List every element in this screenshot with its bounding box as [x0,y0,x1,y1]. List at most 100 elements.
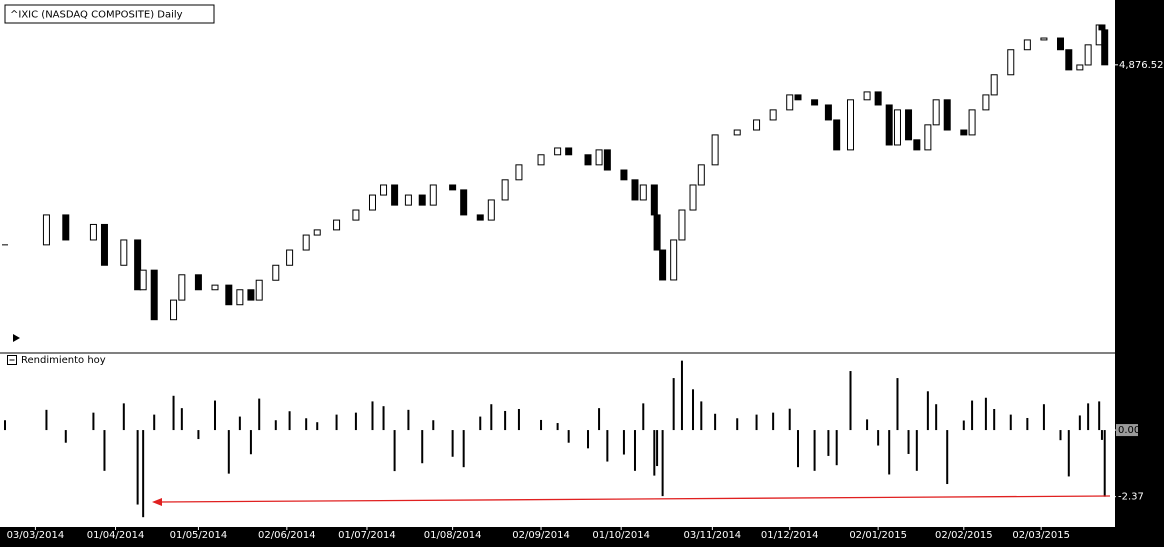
candle [352,209,360,221]
x-tick-label: 01/10/2014 [592,530,650,541]
x-tick-label: 01/12/2014 [761,530,819,541]
bar [680,360,683,431]
candle [733,129,741,136]
bar [896,378,899,431]
candle [711,134,719,166]
marks [2,24,1109,518]
candle [595,149,603,166]
x-tick-label: 01/07/2014 [338,530,396,541]
candle [786,94,794,111]
bar [1009,414,1012,431]
bar [288,411,291,431]
bar [382,406,385,431]
candle [811,99,819,106]
x-tick-label: 02/06/2014 [258,530,316,541]
candle [100,223,108,266]
candle [653,214,661,251]
chart-title: ^IXIC (NASDAQ COMPOSITE) Daily [10,10,183,21]
bar [371,401,374,431]
candle [794,94,802,101]
bar [907,430,910,454]
bar [407,409,410,431]
candle [893,109,901,146]
candle [211,284,219,291]
x-tick-label: 02/09/2014 [512,530,570,541]
candle [1098,24,1106,31]
candle [120,239,128,266]
candle [134,239,142,291]
bar [633,430,636,471]
candle [1076,64,1084,71]
bar [835,430,838,466]
bar [971,400,974,431]
candle [302,234,310,251]
candle [1007,49,1015,76]
candle [247,289,255,301]
x-tick-label: 02/02/2015 [935,530,993,541]
candle [924,124,932,151]
bar [946,430,949,485]
bar [827,430,830,456]
y-tick-label: 0.00 [1118,425,1140,436]
bar [540,419,543,431]
candle [620,169,628,181]
bar [772,412,775,431]
candle [537,154,545,166]
bar [935,404,938,431]
candle [584,154,592,166]
candle [603,149,611,171]
candle [1057,37,1065,51]
candle [429,184,437,206]
candle [391,184,399,206]
bar [642,403,645,431]
bar [888,430,891,475]
candle [631,179,639,201]
candle [42,214,50,246]
bar [153,414,156,431]
bar [432,420,435,431]
bar [700,401,703,431]
bar [92,412,95,431]
bar [393,430,396,472]
bar [622,430,625,455]
candle [932,99,940,126]
annotation-arrowhead [152,498,162,506]
bar [993,408,996,431]
bar [103,430,106,471]
bar [984,397,987,431]
bar [45,409,48,431]
bar [813,430,816,471]
candle [1065,49,1073,71]
candle [460,189,468,216]
bar [672,378,675,431]
candle [236,289,244,306]
bar [556,423,559,431]
candle [824,104,832,121]
candle [333,219,341,231]
candle [313,229,321,236]
bar [213,400,216,431]
candle [554,147,562,156]
bar [866,419,869,431]
candle [380,184,388,196]
bar [692,389,695,431]
candle [960,129,968,136]
bar [122,403,125,431]
bar [479,416,482,431]
candle [659,249,667,281]
bar [335,414,338,431]
candle [225,284,233,306]
y-tick-label: 4,876.52 [1119,60,1164,71]
bar [653,430,656,476]
bar [1059,430,1062,441]
candle [905,109,913,141]
y-tick-label: -2.37 [1118,492,1144,503]
bar [354,412,357,431]
bar [567,430,570,443]
play-icon[interactable] [13,334,20,342]
candle [1084,44,1092,66]
candle [874,91,882,106]
candle [833,119,841,151]
bar [142,430,145,518]
candle [286,249,294,266]
